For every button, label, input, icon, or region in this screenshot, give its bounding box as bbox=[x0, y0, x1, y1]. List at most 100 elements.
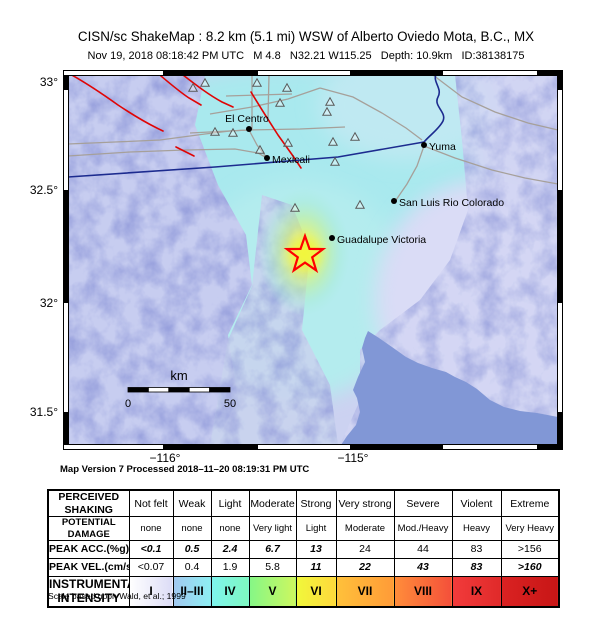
shaking-cell: Strong bbox=[295, 489, 337, 518]
row-peak-vel: PEAK VEL.(cm/s) <0.07 0.4 1.9 5.8 11 22 … bbox=[47, 557, 560, 577]
shaking-cell: Moderate bbox=[248, 489, 297, 518]
acc-cell: <0.1 bbox=[128, 539, 174, 559]
damage-cell: none bbox=[172, 516, 212, 541]
shaking-cell: Very strong bbox=[335, 489, 395, 518]
city-label: El Centro bbox=[225, 113, 269, 125]
station-triangle-icon bbox=[254, 144, 266, 154]
intensity-legend-table: PERCEIVED SHAKING Not felt Weak Light Mo… bbox=[47, 489, 560, 608]
intensity-cell: X+ bbox=[500, 575, 560, 608]
shaking-cell: Violent bbox=[451, 489, 502, 518]
row-label: POTENTIAL DAMAGE bbox=[47, 516, 130, 541]
vel-cell: 83 bbox=[451, 557, 502, 577]
shaking-cell: Not felt bbox=[128, 489, 174, 518]
page-title: CISN/sc ShakeMap : 8.2 km (5.1 mi) WSW o… bbox=[77, 29, 535, 44]
acc-cell: 24 bbox=[335, 539, 395, 559]
station-triangle-icon bbox=[327, 136, 339, 146]
station-triangle-icon bbox=[274, 97, 286, 107]
city-label: Mexicali bbox=[272, 154, 310, 166]
shaking-cell: Weak bbox=[172, 489, 212, 518]
scale-bar: km 0 50 bbox=[125, 368, 236, 410]
damage-cell: Very Heavy bbox=[500, 516, 560, 541]
row-label: PERCEIVED SHAKING bbox=[47, 489, 130, 518]
map-version-caption: Map Version 7 Processed 2018–11–20 08:19… bbox=[60, 464, 309, 475]
vel-cell: 0.4 bbox=[172, 557, 212, 577]
acc-cell: 83 bbox=[451, 539, 502, 559]
vel-cell: 22 bbox=[335, 557, 395, 577]
damage-cell: none bbox=[210, 516, 250, 541]
intensity-cell: I bbox=[128, 575, 174, 608]
lat-tick-31-5: 31.5° bbox=[30, 405, 58, 419]
station-triangle-icon bbox=[281, 82, 293, 92]
city-dot bbox=[391, 198, 397, 204]
latitude-axis: 33° 32.5° 32° 31.5° bbox=[30, 75, 58, 419]
scale-unit: km bbox=[170, 368, 187, 383]
city-dot bbox=[329, 235, 335, 241]
lat-tick-32: 32° bbox=[40, 296, 58, 310]
intensity-cell: IV bbox=[210, 575, 250, 608]
acc-cell: 2.4 bbox=[210, 539, 250, 559]
damage-cell: Moderate bbox=[335, 516, 395, 541]
row-perceived-shaking: PERCEIVED SHAKING Not felt Weak Light Mo… bbox=[47, 489, 560, 518]
station-triangle-icon bbox=[321, 106, 333, 116]
station-triangles bbox=[187, 77, 366, 212]
station-triangle-icon bbox=[227, 127, 239, 137]
intensity-cell: II–III bbox=[172, 575, 212, 608]
intensity-cell: VI bbox=[295, 575, 337, 608]
city-dot bbox=[421, 142, 427, 148]
shaking-cell: Extreme bbox=[500, 489, 560, 518]
event-summary: Nov 19, 2018 08:18:42 PM UTC M 4.8 N32.2… bbox=[87, 50, 525, 62]
row-peak-acc: PEAK ACC.(%g) <0.1 0.5 2.4 6.7 13 24 44 … bbox=[47, 539, 560, 559]
intensity-cell: VIII bbox=[393, 575, 453, 608]
shaking-cell: Light bbox=[210, 489, 250, 518]
damage-cell: Light bbox=[295, 516, 337, 541]
city-san-luis-rio-colorado: San Luis Rio Colorado bbox=[391, 197, 504, 209]
acc-cell: 13 bbox=[295, 539, 337, 559]
row-label: PEAK ACC.(%g) bbox=[47, 539, 130, 559]
station-triangle-icon bbox=[199, 77, 211, 87]
longitude-axis: −116° −115° bbox=[150, 451, 369, 465]
city-yuma: Yuma bbox=[421, 141, 456, 153]
cities: El Centro Mexicali Yuma San Luis Rio Col… bbox=[225, 113, 504, 246]
row-instrumental-intensity: INSTRUMENTAL INTENSITY I II–III IV V VI … bbox=[47, 575, 560, 608]
city-mexicali: Mexicali bbox=[264, 154, 310, 166]
lat-tick-33: 33° bbox=[40, 75, 58, 89]
border-line bbox=[68, 75, 445, 178]
shakemap-map: El Centro Mexicali Yuma San Luis Rio Col… bbox=[30, 70, 563, 475]
station-triangle-icon bbox=[251, 77, 263, 87]
city-label: Yuma bbox=[429, 141, 456, 153]
city-guadalupe-victoria: Guadalupe Victoria bbox=[329, 234, 426, 246]
scale-end: 50 bbox=[224, 398, 236, 410]
intensity-cell: IX bbox=[451, 575, 502, 608]
scale-start: 0 bbox=[125, 398, 131, 410]
row-potential-damage: POTENTIAL DAMAGE none none none Very lig… bbox=[47, 516, 560, 541]
damage-cell: Very light bbox=[248, 516, 297, 541]
intensity-cell: V bbox=[248, 575, 297, 608]
acc-cell: >156 bbox=[500, 539, 560, 559]
acc-cell: 6.7 bbox=[248, 539, 297, 559]
station-triangle-icon bbox=[289, 202, 301, 212]
lon-tick-116: −116° bbox=[150, 451, 181, 465]
scale-footnote: Scale based upon Wald, et al.; 1999 bbox=[48, 591, 186, 601]
vel-cell: 1.9 bbox=[210, 557, 250, 577]
lat-tick-32-5: 32.5° bbox=[30, 183, 58, 197]
acc-cell: 44 bbox=[393, 539, 453, 559]
damage-cell: Heavy bbox=[451, 516, 502, 541]
vel-cell: <0.07 bbox=[128, 557, 174, 577]
station-triangle-icon bbox=[209, 126, 221, 136]
vel-cell: 5.8 bbox=[248, 557, 297, 577]
damage-cell: none bbox=[128, 516, 174, 541]
station-triangle-icon bbox=[354, 199, 366, 209]
epicenter-star-icon bbox=[283, 232, 327, 274]
row-label: INSTRUMENTAL INTENSITY bbox=[47, 575, 130, 608]
station-triangle-icon bbox=[282, 137, 294, 147]
roads bbox=[68, 75, 558, 201]
vel-cell: 11 bbox=[295, 557, 337, 577]
vel-cell: 43 bbox=[393, 557, 453, 577]
vel-cell: >160 bbox=[500, 557, 560, 577]
city-el-centro: El Centro bbox=[225, 113, 269, 132]
city-dot bbox=[264, 155, 270, 161]
station-triangle-icon bbox=[324, 96, 336, 106]
map-frame bbox=[63, 70, 563, 450]
damage-cell: Mod./Heavy bbox=[393, 516, 453, 541]
shaking-cell: Severe bbox=[393, 489, 453, 518]
